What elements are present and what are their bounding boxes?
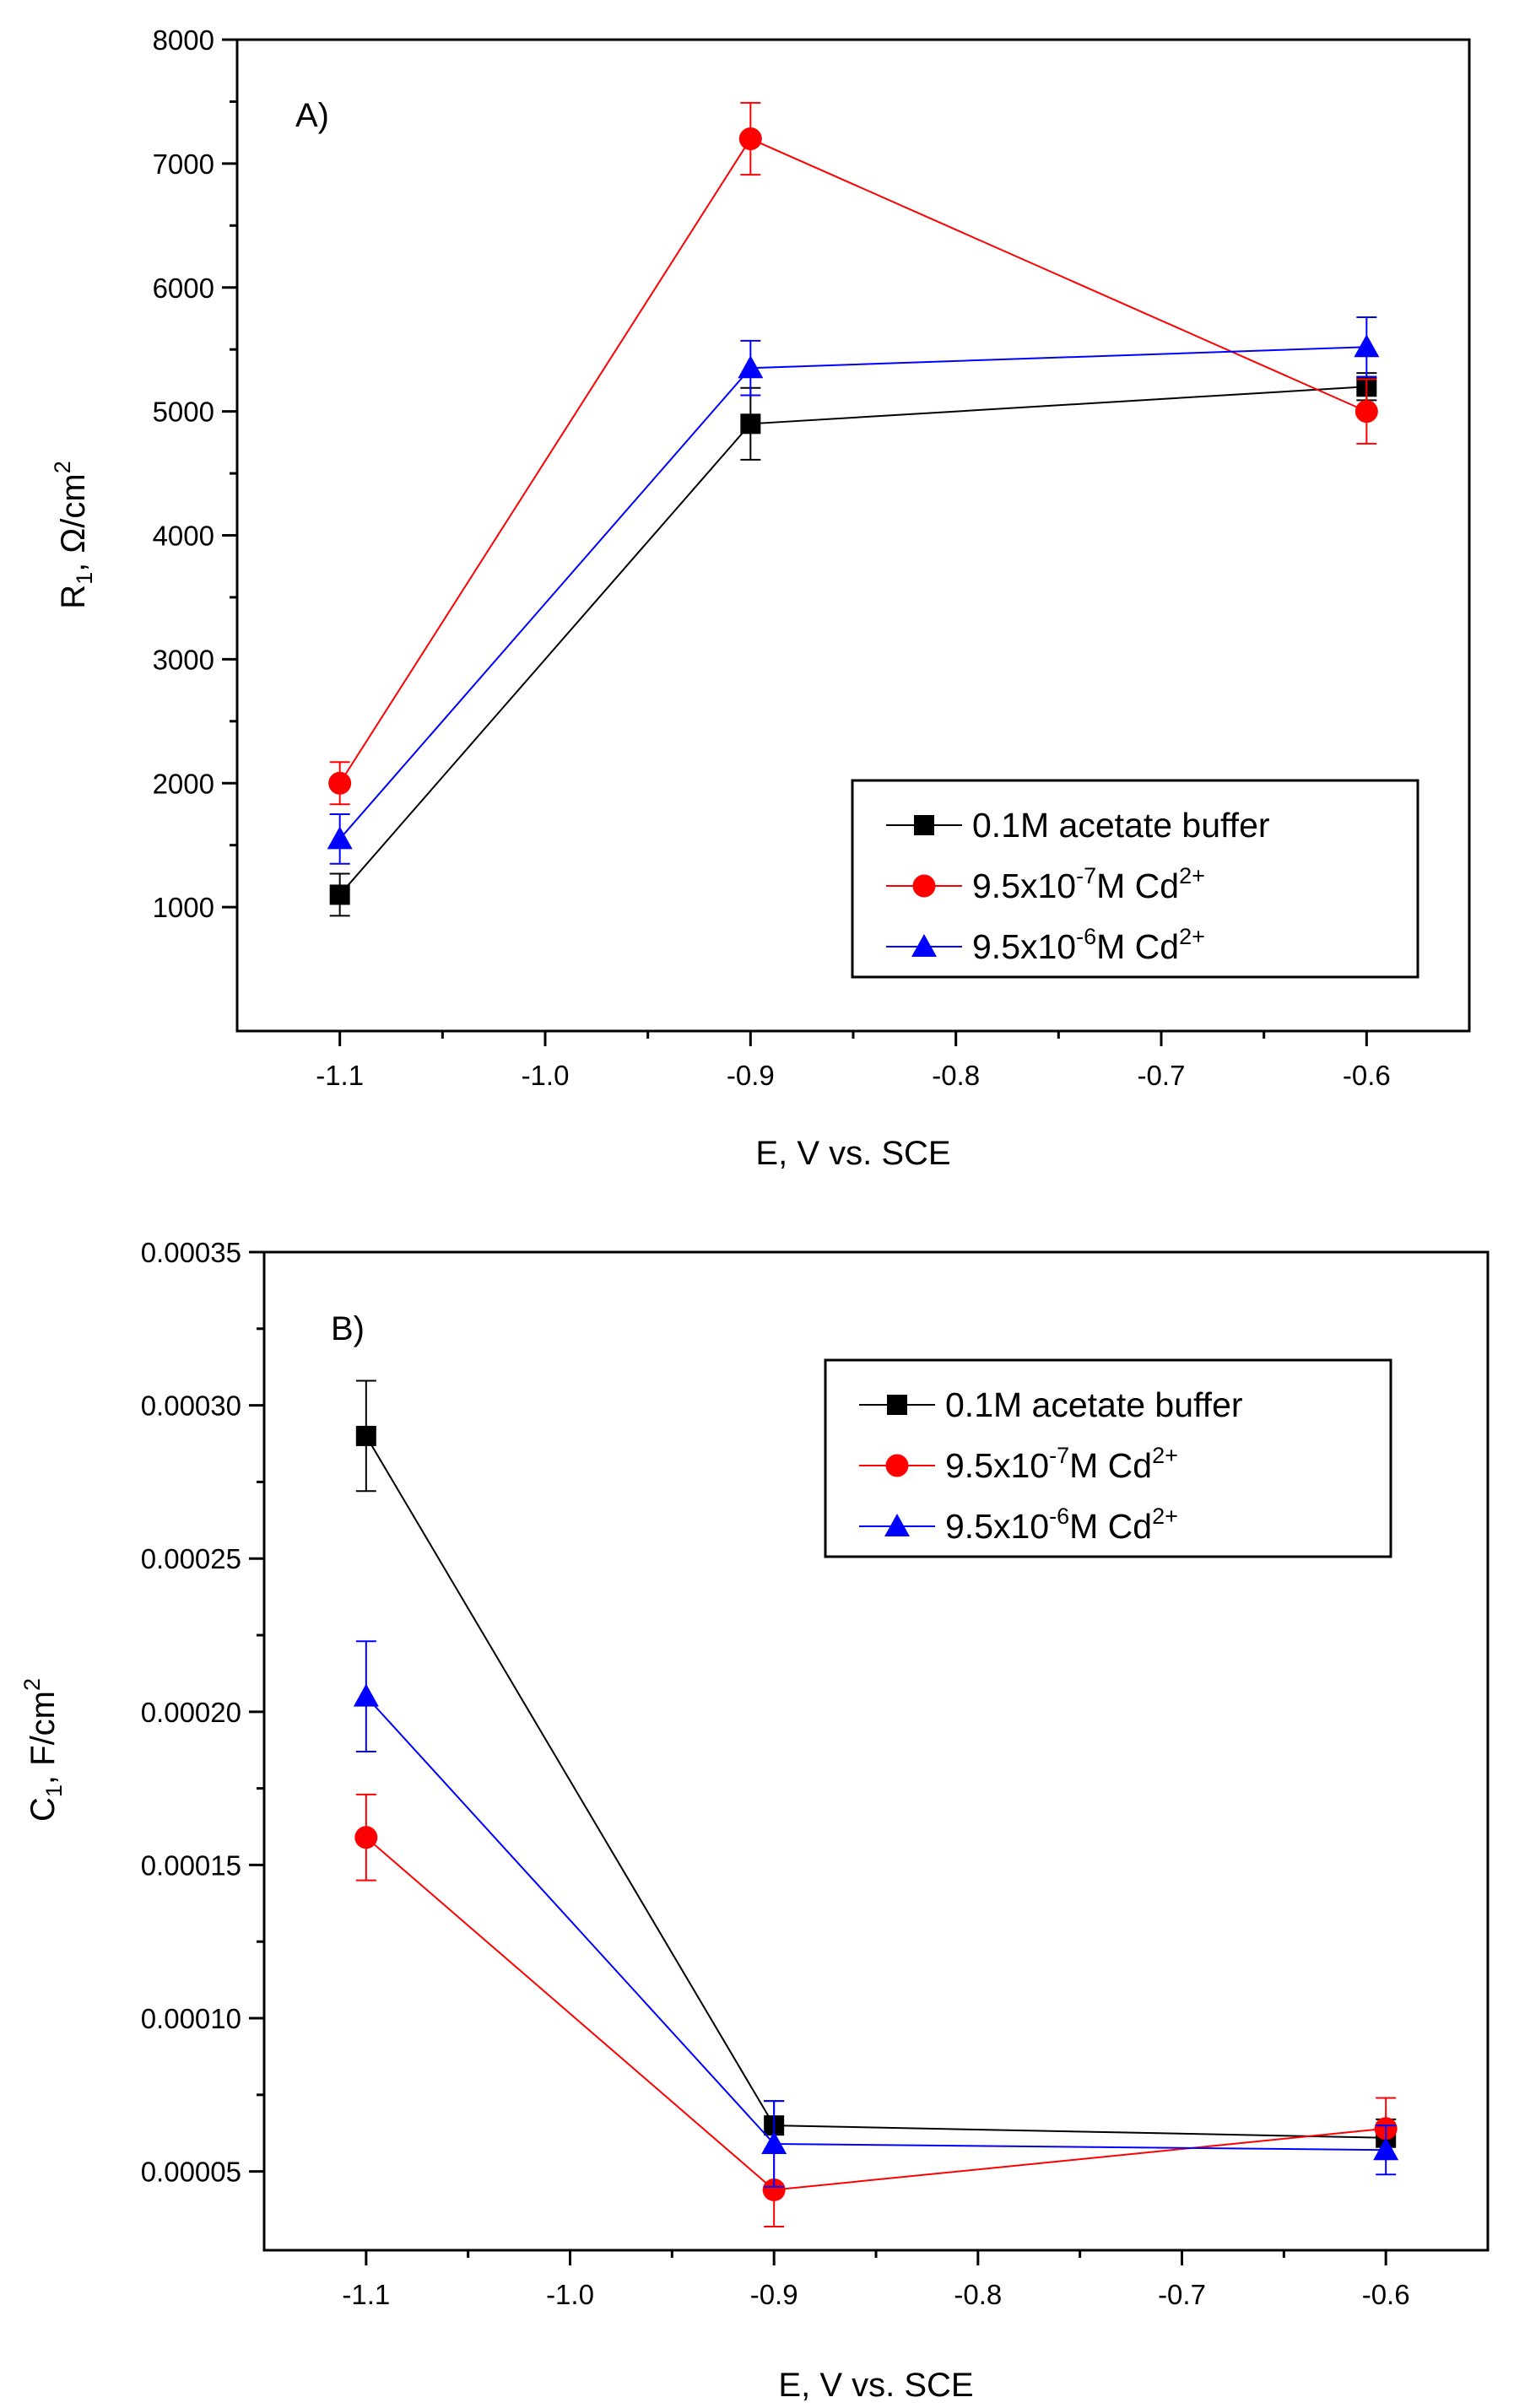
legend-item: 0.1M acetate buffer: [859, 1385, 1243, 1424]
data-point: [740, 413, 761, 435]
data-point: [328, 771, 352, 795]
panel-label: A): [295, 97, 329, 134]
y-tick-label: 6000: [153, 273, 214, 304]
data-point: [761, 2130, 787, 2154]
y-tick-label: 0.00025: [141, 1543, 241, 1574]
legend-label: 9.5x10-6M Cd2+: [945, 1504, 1178, 1546]
legend-item: 0.1M acetate buffer: [886, 806, 1270, 845]
legend-label: 9.5x10-6M Cd2+: [972, 924, 1205, 966]
data-point: [1373, 2137, 1399, 2161]
chart-panel-a: -1.1 -1.0 -0.9 -0.8 -0.7 -0.6 1000 2000 3000 4000…: [50, 24, 1471, 1172]
y-tick-label: 2000: [153, 768, 214, 799]
legend-item: 9.5x10-7M Cd2+: [859, 1443, 1178, 1485]
x-tick-label: -0.7: [1138, 1060, 1186, 1091]
legend: 0.1M acetate buffer 9.5x10-7M Cd2+ 9.5x10-…: [851, 779, 1419, 979]
y-tick-label: 8000: [153, 24, 214, 56]
legend-item: 9.5x10-7M Cd2+: [886, 863, 1205, 905]
legend-label: 9.5x10-7M Cd2+: [945, 1443, 1178, 1485]
y-label-superscript: 2: [50, 461, 75, 473]
data-point: [355, 1425, 376, 1446]
panel-label: B): [331, 1310, 365, 1347]
y-label-unit: , Ω/cm: [55, 473, 92, 572]
y-tick-label: 5000: [153, 397, 214, 428]
legend-marker: [887, 1395, 907, 1415]
legend-item: 9.5x10-6M Cd2+: [859, 1504, 1178, 1546]
x-tick-label: -0.7: [1158, 2279, 1206, 2310]
data-point: [354, 1826, 378, 1849]
legend-label: 0.1M acetate buffer: [945, 1385, 1243, 1424]
x-tick-label: -0.6: [1362, 2279, 1410, 2310]
y-tick-label: 0.00015: [141, 1849, 241, 1881]
data-point: [1354, 334, 1380, 358]
x-tick-label: -1.1: [316, 1060, 364, 1091]
series-1: [328, 101, 1378, 806]
y-label-superscript: 2: [19, 1678, 45, 1691]
legend-marker: [912, 874, 936, 898]
x-tick-label: -0.8: [932, 1060, 980, 1091]
legend-item: 9.5x10-6M Cd2+: [886, 924, 1205, 966]
y-label-unit: , F/cm: [24, 1691, 62, 1784]
data-point: [329, 884, 350, 905]
x-tick-label: -1.0: [546, 2279, 594, 2310]
x-tick-label: -0.9: [750, 2279, 798, 2310]
data-point: [738, 127, 762, 150]
y-tick-label: 3000: [153, 644, 214, 675]
legend-marker: [884, 1514, 910, 1536]
data-point: [327, 826, 353, 850]
y-tick-label: 0.00010: [141, 2003, 241, 2034]
x-axis-label: E, V vs. SCE: [755, 1135, 950, 1172]
y-tick-label: 1000: [153, 892, 214, 923]
y-label-main: C: [24, 1797, 62, 1822]
legend-box: [824, 1358, 1392, 1558]
series-2: [327, 316, 1380, 865]
y-tick-label: 0.00035: [141, 1237, 241, 1268]
x-tick-label: -0.6: [1343, 1060, 1391, 1091]
legend-label: 0.1M acetate buffer: [972, 806, 1270, 845]
data-point: [762, 2178, 786, 2201]
y-tick-label: 0.00005: [141, 2157, 241, 2188]
legend-box: [851, 779, 1419, 979]
y-tick-label: 0.00030: [141, 1390, 241, 1422]
legend-label: 9.5x10-7M Cd2+: [972, 863, 1205, 905]
x-axis-label: E, V vs. SCE: [778, 2367, 973, 2404]
x-tick-label: -1.0: [522, 1060, 570, 1091]
legend-marker: [911, 934, 937, 957]
data-point: [738, 355, 764, 379]
x-tick-label: -0.8: [954, 2279, 1002, 2310]
x-tick-label: -0.9: [727, 1060, 775, 1091]
y-tick-label: 0.00020: [141, 1697, 241, 1728]
y-label-subscript: 1: [41, 1784, 67, 1797]
y-axis-label: R1, Ω/cm2: [50, 461, 97, 609]
y-tick-label: 4000: [153, 521, 214, 552]
data-point: [1354, 400, 1378, 424]
legend-marker: [914, 815, 934, 835]
chart-panel-b: -1.1 -1.0 -0.9 -0.8 -0.7 -0.6 0.00005 0.00010 0.…: [19, 1237, 1490, 2404]
y-tick-label: 7000: [153, 148, 214, 180]
legend-marker: [885, 1454, 909, 1477]
series-2: [353, 1640, 1399, 2188]
legend: 0.1M acetate buffer 9.5x10-7M Cd2+ 9.5x10-…: [824, 1358, 1392, 1558]
y-label-subscript: 1: [72, 572, 97, 585]
y-label-main: R: [55, 585, 92, 609]
y-axis-label: C1, F/cm2: [19, 1678, 67, 1822]
data-point: [353, 1683, 379, 1707]
x-tick-label: -1.1: [342, 2279, 390, 2310]
